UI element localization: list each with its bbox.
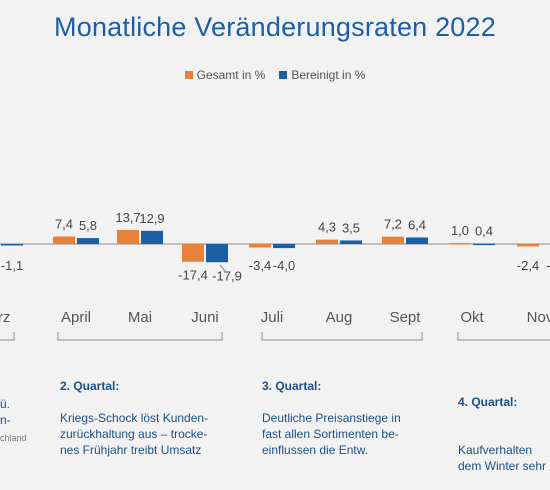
data-label-gesamt: -2,4 xyxy=(517,258,539,273)
bar-chart: ärz3-1,1April7,45,8Mai13,712,9Juni-17,4-… xyxy=(0,210,550,341)
data-label-gesamt: 7,4 xyxy=(55,216,73,231)
data-label-gesamt: 4,3 xyxy=(318,220,336,235)
quarter-note-1: ü. n- xyxy=(0,380,30,444)
x-tick-label: Juni xyxy=(191,309,219,326)
quarter-bracket-3 xyxy=(261,332,423,341)
quarter-note-2-body: Kriegs-Schock löst Kunden- zurückhaltung… xyxy=(60,411,209,457)
bar-gesamt xyxy=(182,244,204,262)
bar-bereinigt xyxy=(1,244,23,246)
quarter-note-3: 3. Quartal: Deutliche Preisanstiege in f… xyxy=(262,362,437,474)
bar-gesamt xyxy=(53,236,75,244)
quarter-note-4: 4. Quartal: Kaufverhalten dem Winter seh… xyxy=(458,362,550,490)
data-label-gesamt: 13,7 xyxy=(115,210,140,225)
data-label-bereinigt: 0,4 xyxy=(475,224,493,239)
quarter-bracket-2 xyxy=(57,332,223,341)
source-note: chland xyxy=(0,433,27,443)
data-label-gesamt: 1,0 xyxy=(451,223,469,238)
x-tick-label: Nov xyxy=(527,309,550,326)
legend: Gesamt in % Bereinigt in % xyxy=(0,68,550,82)
quarter-bracket-4 xyxy=(457,332,550,341)
bar-bereinigt xyxy=(77,238,99,244)
bar-gesamt xyxy=(382,236,404,244)
legend-label-gesamt: Gesamt in % xyxy=(196,68,266,82)
bar-gesamt xyxy=(316,239,338,244)
bar-gesamt xyxy=(449,242,471,245)
quarter-note-4-body: Kaufverhalten dem Winter sehr xyxy=(458,443,547,473)
bar-bereinigt xyxy=(340,240,362,244)
bar-bereinigt xyxy=(141,230,163,244)
data-label-gesamt: -17,4 xyxy=(178,268,208,283)
bar-gesamt xyxy=(249,244,271,248)
x-tick-label: Sept xyxy=(390,309,422,326)
quarter-note-3-body: Deutliche Preisanstiege in fast allen So… xyxy=(262,411,401,457)
legend-label-bereinigt: Bereinigt in % xyxy=(291,68,366,82)
bar-bereinigt xyxy=(206,244,228,263)
quarter-note-2-head: 2. Quartal: xyxy=(60,379,120,393)
bar-bereinigt xyxy=(473,243,495,246)
data-label-bereinigt: 3,5 xyxy=(342,220,360,235)
data-label-bereinigt: 5,8 xyxy=(79,218,97,233)
x-tick-label: April xyxy=(61,309,91,326)
legend-swatch-bereinigt xyxy=(279,71,288,79)
quarter-note-2: 2. Quartal: Kriegs-Schock löst Kunden- z… xyxy=(60,362,245,474)
quarter-note-1-body: ü. n- xyxy=(0,397,11,427)
data-label-bereinigt: -1,1 xyxy=(1,258,23,273)
bar-gesamt xyxy=(117,230,139,244)
legend-item-bereinigt: Bereinigt in % xyxy=(279,68,365,82)
data-label-gesamt: -3,4 xyxy=(249,258,271,273)
quarter-bracket-1 xyxy=(0,332,15,341)
quarter-note-3-head: 3. Quartal: xyxy=(262,379,322,393)
x-tick-label: Aug xyxy=(326,309,353,326)
data-label-bereinigt: 12,9 xyxy=(139,211,164,226)
bar-gesamt xyxy=(517,244,539,247)
data-label-bereinigt: -4,0 xyxy=(273,258,295,273)
legend-item-gesamt: Gesamt in % xyxy=(184,68,266,82)
bar-bereinigt xyxy=(273,244,295,249)
chart-title: Monatliche Veränderungsraten 2022 xyxy=(54,12,496,42)
legend-swatch-gesamt xyxy=(184,71,193,79)
x-tick-label: Mai xyxy=(128,309,152,326)
data-label-gesamt: 7,2 xyxy=(384,217,402,232)
data-label-bereinigt: -2 xyxy=(546,258,550,273)
data-label-bereinigt: -17,9 xyxy=(212,268,242,283)
x-tick-label: Okt xyxy=(460,309,484,326)
bar-bereinigt xyxy=(406,237,428,244)
label-leader-line xyxy=(219,264,227,273)
x-tick-label: ärz xyxy=(0,309,10,326)
quarter-note-4-head: 4. Quartal: xyxy=(458,395,518,409)
x-tick-label: Juli xyxy=(261,309,284,326)
data-label-bereinigt: 6,4 xyxy=(408,217,426,232)
